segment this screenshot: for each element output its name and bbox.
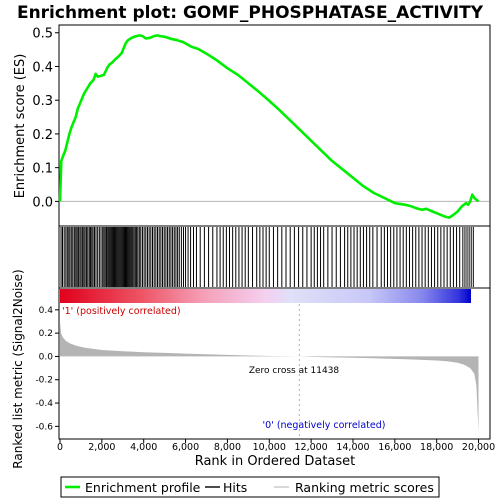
es-y-tick-label: 0.1 <box>32 162 53 177</box>
metric-y-axis-label: Ranked list metric (Signal2Noise) <box>11 269 25 468</box>
metric-panel-frame <box>58 287 491 440</box>
positive-correlation-label: '1' (positively correlated) <box>62 306 181 317</box>
x-tick-label: 2,000 <box>88 442 115 453</box>
metric-y-tick-label: 0.2 <box>39 329 53 339</box>
es-y-ticks: 0.0 0.1 0.2 0.3 0.4 0.5 <box>32 27 59 210</box>
es-y-tick-label: 0.4 <box>32 60 53 75</box>
metric-y-tick-label: -0.4 <box>35 399 53 409</box>
es-y-tick-label: 0.0 <box>32 195 53 210</box>
x-tick-label: 8,000 <box>214 442 241 453</box>
x-tick-label: 12,000 <box>294 442 327 453</box>
x-tick-label: 10,000 <box>253 442 286 453</box>
es-panel-frame <box>58 24 491 227</box>
enrichment-profile-line <box>58 34 480 219</box>
legend-hits-label: Hits <box>223 480 247 495</box>
legend-box <box>60 476 440 498</box>
metric-x-ticks: 0 2,000 4,000 6,000 8,000 10,000 12,000 14,000 1… <box>57 439 495 453</box>
chart-title: Enrichment plot: GOMF_PHOSPHATASE_ACTIVI… <box>17 3 484 23</box>
x-tick-label: 20,000 <box>462 442 495 453</box>
es-y-tick-label: 0.5 <box>32 27 53 42</box>
es-y-tick-label: 0.2 <box>32 128 53 143</box>
metric-y-tick-label: -0.6 <box>35 422 53 432</box>
x-tick-label: 6,000 <box>172 442 199 453</box>
rank-color-bar <box>60 289 471 303</box>
metric-y-tick-label: -0.2 <box>35 376 53 386</box>
es-y-axis-label: Enrichment score (ES) <box>13 54 28 199</box>
legend-metric-label: Ranking metric scores <box>295 480 434 495</box>
negative-correlation-label: '0' (negatively correlated) <box>263 420 386 431</box>
x-tick-label: 4,000 <box>130 442 157 453</box>
metric-y-tick-label: 0.4 <box>39 306 54 316</box>
x-axis-label: Rank in Ordered Dataset <box>195 454 356 469</box>
legend-enrichment-label: Enrichment profile <box>85 480 201 495</box>
metric-y-ticks: 0.4 0.2 0.0 -0.2 -0.4 -0.6 <box>35 306 59 432</box>
x-tick-label: 0 <box>57 442 63 453</box>
zero-cross-label: Zero cross at 11438 <box>249 366 340 376</box>
es-y-tick-label: 0.3 <box>32 94 53 109</box>
x-tick-label: 18,000 <box>420 442 453 453</box>
ranking-metric-area <box>60 321 479 433</box>
hit-lines <box>60 227 474 287</box>
x-tick-label: 16,000 <box>378 442 411 453</box>
x-tick-label: 14,000 <box>336 442 369 453</box>
metric-y-tick-label: 0.0 <box>39 352 54 362</box>
